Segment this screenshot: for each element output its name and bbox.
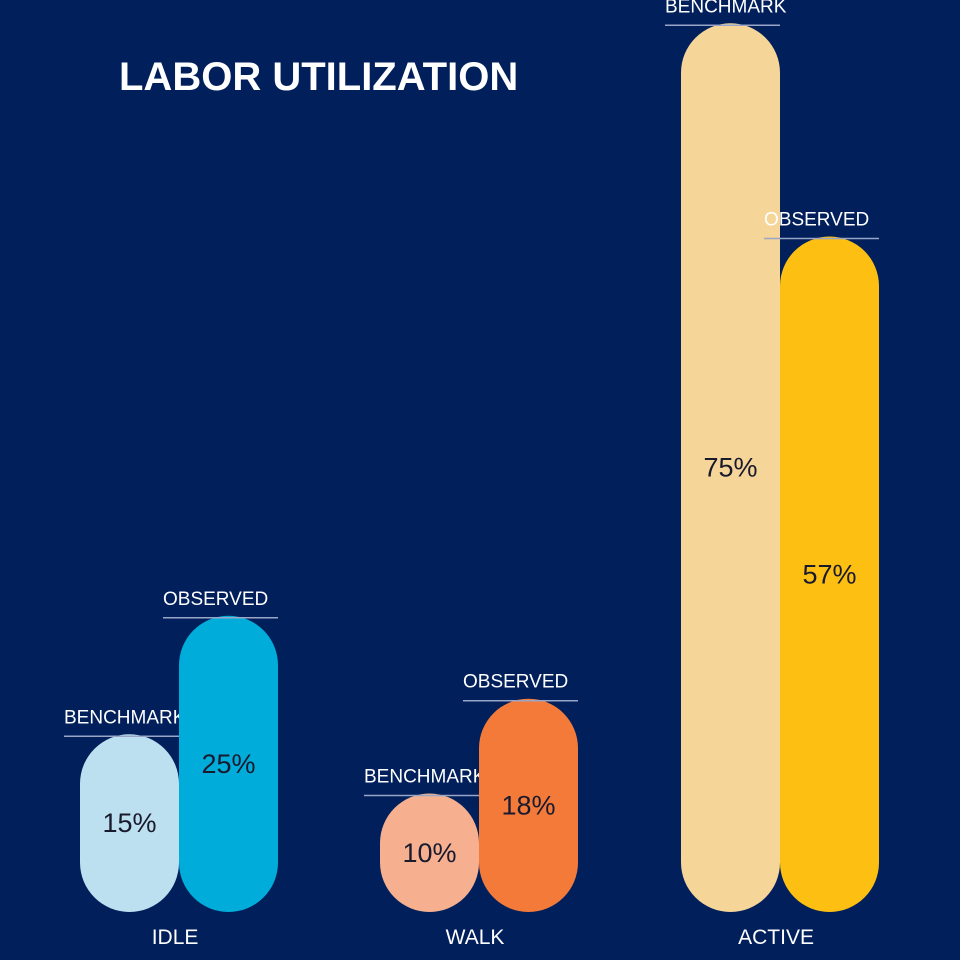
bar-idle-benchmark — [80, 734, 179, 912]
series-label-idle-observed: OBSERVED — [163, 589, 268, 610]
bars-layer: 15% BENCHMARK 25% OBSERVED IDLE 10% BENCHMARK 1… — [64, 0, 879, 949]
bar-walk-benchmark — [380, 793, 479, 912]
series-label-walk-benchmark: BENCHMARK — [364, 767, 486, 788]
category-label-walk: WALK — [446, 926, 505, 949]
value-label-idle-observed: 25% — [201, 749, 255, 779]
series-label-active-observed: OBSERVED — [764, 210, 869, 231]
value-label-walk-benchmark: 10% — [402, 838, 456, 868]
value-label-idle-benchmark: 15% — [102, 808, 156, 838]
category-label-idle: IDLE — [152, 926, 199, 949]
bar-active-benchmark — [681, 23, 780, 913]
bar-walk-observed — [479, 698, 578, 912]
value-label-active-observed: 57% — [802, 559, 856, 589]
value-label-walk-observed: 18% — [501, 790, 555, 820]
bar-active-observed — [780, 236, 879, 912]
bar-idle-observed — [179, 615, 278, 912]
value-label-active-benchmark: 75% — [703, 453, 757, 483]
series-label-walk-observed: OBSERVED — [463, 672, 568, 693]
chart-title: LABOR UTILIZATION — [119, 55, 518, 99]
series-label-active-benchmark: BENCHMARK — [665, 0, 787, 17]
series-label-idle-benchmark: BENCHMARK — [64, 707, 186, 728]
category-label-active: ACTIVE — [738, 926, 814, 949]
